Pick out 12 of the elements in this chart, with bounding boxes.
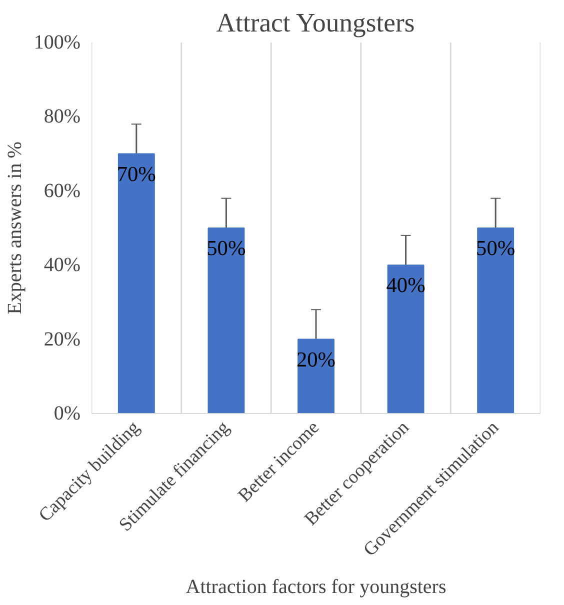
y-tick-label: 100% [34, 32, 81, 54]
y-tick-label: 20% [44, 328, 81, 350]
y-axis-title: Experts answers in % [4, 142, 26, 314]
y-tick-label: 60% [44, 180, 81, 202]
bar [208, 228, 245, 414]
y-tick-label: 40% [44, 254, 81, 276]
bar [477, 228, 514, 414]
x-axis-title: Attraction factors for youngsters [186, 576, 446, 598]
chart-title: Attract Youngsters [216, 8, 415, 38]
y-tick-label: 0% [54, 402, 81, 424]
y-tick-label: 80% [44, 106, 81, 128]
bar [118, 153, 155, 414]
